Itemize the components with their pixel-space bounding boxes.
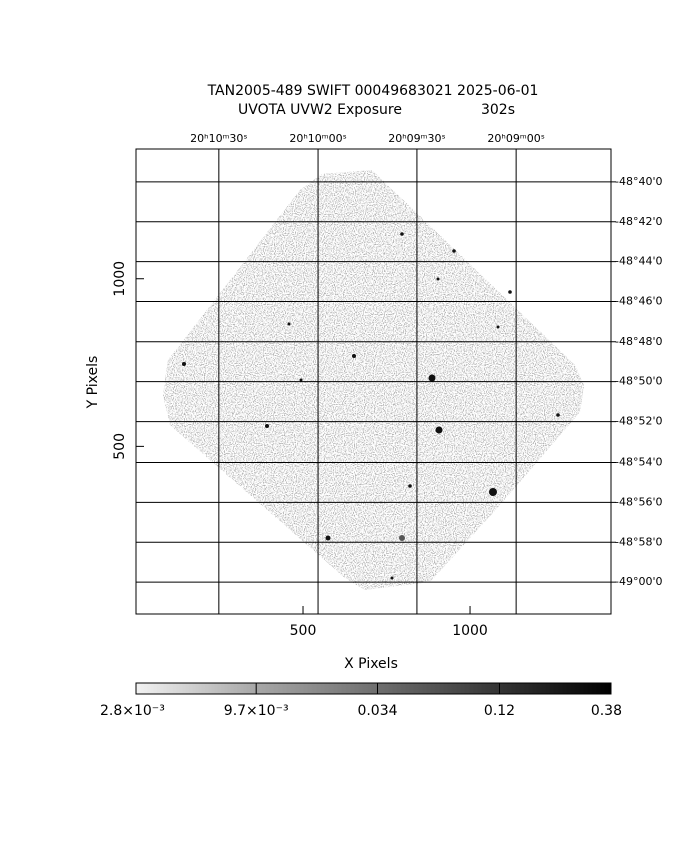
dec-tick-label: -48°42'0 — [615, 215, 663, 228]
dec-tick-label: -48°52'0 — [615, 415, 663, 428]
dec-tick-label: -48°54'0 — [615, 455, 663, 468]
x-tick-label: 1000 — [452, 623, 488, 639]
exposure-map — [163, 170, 584, 590]
colorbar — [135, 682, 612, 695]
ra-tick-label: 20ʰ09ᵐ30ˢ — [388, 132, 445, 145]
subtitle: UVOTA UVW2 Exposure — [238, 102, 402, 118]
dec-tick-label: -48°56'0 — [615, 495, 663, 508]
exposure: 302s — [481, 102, 515, 118]
sources — [182, 232, 560, 580]
ra-tick-label: 20ʰ10ᵐ00ˢ — [289, 132, 346, 145]
dec-tick-label: -48°46'0 — [615, 295, 663, 308]
x-tick-label: 500 — [290, 623, 317, 639]
ra-tick-label: 20ʰ09ᵐ00ˢ — [487, 132, 544, 145]
title: TAN2005-489 SWIFT 00049683021 2025-06-01 — [207, 83, 539, 99]
ra-tick-label: 20ʰ10ᵐ30ˢ — [190, 132, 247, 145]
sky-image — [163, 170, 584, 590]
dec-tick-label: -48°40'0 — [615, 175, 663, 188]
dec-tick-label: -49°00'0 — [615, 575, 663, 588]
dec-tick-label: -48°50'0 — [615, 375, 663, 388]
dec-tick-label: -48°44'0 — [615, 255, 663, 268]
y-tick-label: 1000 — [112, 261, 128, 297]
dec-tick-label: -48°48'0 — [615, 335, 663, 348]
colorbar-tick-label: 0.034 — [357, 703, 397, 719]
colorbar-tick-label: 9.7×10⁻³ — [224, 703, 289, 719]
y-tick-label: 500 — [112, 433, 128, 460]
x-axis-label: X Pixels — [344, 656, 398, 672]
dec-tick-label: -48°58'0 — [615, 535, 663, 548]
y-axis-label: Y Pixels — [85, 356, 101, 410]
colorbar-tick-label: 0.12 — [484, 703, 515, 719]
colorbar-tick-label: 2.8×10⁻³ — [100, 703, 165, 719]
colorbar-tick-label: 0.38 — [591, 703, 622, 719]
